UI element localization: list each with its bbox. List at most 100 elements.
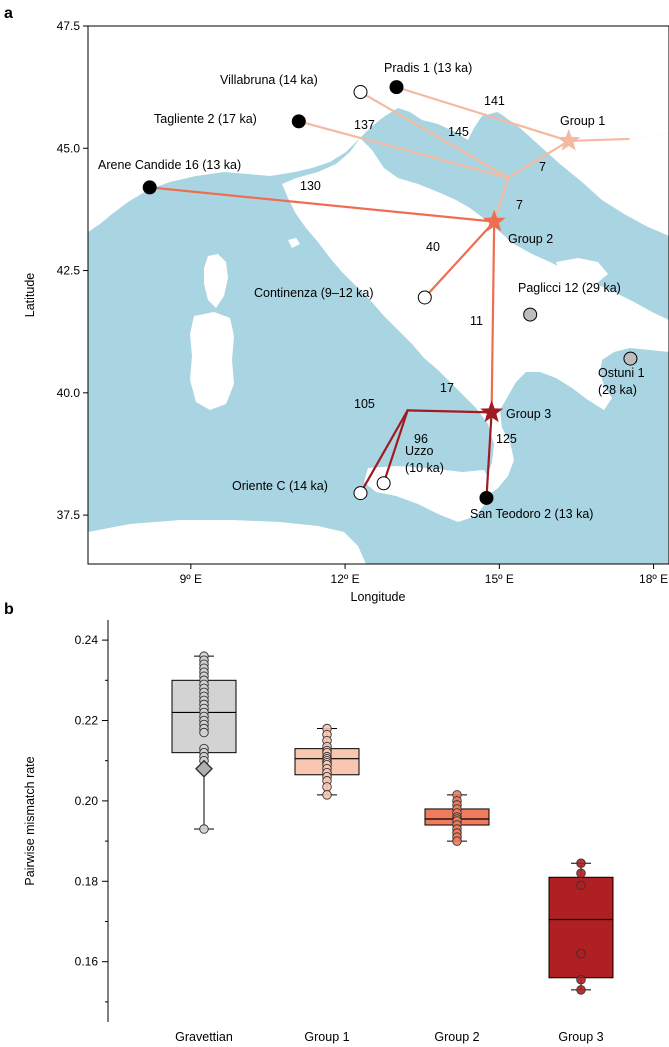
land-balkans — [498, 112, 669, 236]
site-labels: Pradis 1 (13 ka) Villabruna (14 ka) Tagl… — [98, 61, 645, 521]
branch-line — [423, 220, 496, 299]
group-labels: Group 1 Group 2 Group 3 — [506, 114, 605, 421]
box-plot-axes: 0.16 0.18 0.20 0.22 0.24 — [75, 620, 109, 1022]
site-label-villabruna: Villabruna (14 ka) — [220, 73, 318, 87]
branch-label: 7 — [516, 198, 523, 212]
group-label-3: Group 3 — [506, 407, 551, 421]
data-point — [199, 824, 209, 834]
data-point — [576, 948, 586, 959]
branch-label: 141 — [484, 94, 505, 108]
land-north — [88, 26, 669, 232]
branch-line — [382, 409, 409, 485]
site-label-uzzo: Uzzo — [405, 444, 434, 458]
panel-b-letter: b — [4, 601, 14, 618]
map-axes: 9º E 12º E 15º E 18º E 37.5 40.0 42.5 45.0 47.5 — [57, 19, 668, 586]
land-elba — [288, 238, 300, 248]
branch-label: 11 — [470, 314, 483, 328]
map — [88, 26, 669, 564]
category-label: Gravettian — [175, 1030, 233, 1044]
branch-line — [485, 411, 493, 500]
branch-line — [490, 220, 496, 414]
data-point — [576, 975, 586, 985]
map-frame — [87, 25, 669, 565]
site-marker — [389, 80, 404, 95]
branch-line — [148, 186, 496, 223]
group-star — [482, 209, 506, 232]
site-label-oriente: Oriente C (14 ka) — [232, 479, 328, 493]
y-tick-label: 40.0 — [57, 386, 81, 400]
branch-line — [297, 120, 510, 179]
site-label-uzzo-age: (10 ka) — [405, 461, 444, 475]
y-tick-label: 0.18 — [75, 874, 99, 888]
site-marker — [376, 476, 391, 491]
x-tick-label: 15º E — [485, 572, 514, 586]
branch-label: 17 — [440, 381, 454, 395]
site-label-ostuni: Ostuni 1 — [598, 366, 645, 380]
group-star — [480, 400, 504, 423]
box-group-3: Group 3 — [548, 858, 614, 1044]
box-y-axis-label: Pairwise mismatch rate — [23, 756, 37, 885]
box-group-2: Group 2 — [424, 790, 490, 1044]
x-tick-label: 12º E — [331, 572, 360, 586]
box-plot: Gravettian Group 1 Group 2 Group 3 — [171, 651, 614, 1044]
group-label-2: Group 2 — [508, 232, 553, 246]
box-iqr — [548, 876, 614, 979]
branch-labels: 141 137 145 7 130 7 40 11 17 105 96 125 — [300, 94, 546, 446]
x-tick-label: 9º E — [180, 572, 202, 586]
y-tick-label: 47.5 — [57, 19, 81, 33]
category-label: Group 3 — [558, 1030, 603, 1044]
branch-line — [493, 176, 510, 223]
data-point — [576, 858, 586, 868]
site-marker — [353, 486, 368, 501]
category-label: Group 1 — [304, 1030, 349, 1044]
y-tick-label: 42.5 — [57, 264, 81, 278]
data-point — [576, 880, 586, 891]
data-point — [576, 985, 586, 995]
y-tick-label: 37.5 — [57, 508, 81, 522]
group-label-1: Group 1 — [560, 114, 605, 128]
branch-line — [359, 90, 510, 179]
land-sicily — [364, 466, 492, 522]
data-point — [322, 790, 332, 800]
site-label-paglicci: Paglicci 12 (29 ka) — [518, 281, 621, 295]
branch-label: 96 — [414, 432, 428, 446]
diamond-marker — [195, 759, 213, 778]
phylogeny-branches — [148, 86, 630, 500]
landmasses — [88, 26, 669, 564]
branch-label: 130 — [300, 179, 321, 193]
group-stars — [480, 128, 581, 423]
land-italy — [282, 138, 669, 494]
branch-label: 145 — [448, 125, 469, 139]
branch-line — [359, 409, 409, 495]
data-point — [452, 836, 462, 846]
site-label-ostuni-age: (28 ka) — [598, 383, 637, 397]
branch-label: 125 — [496, 432, 517, 446]
land-gargano — [556, 258, 608, 284]
site-label-pradis: Pradis 1 (13 ka) — [384, 61, 472, 75]
site-label-tagliente: Tagliente 2 (17 ka) — [154, 112, 257, 126]
site-label-arene-candide: Arene Candide 16 (13 ka) — [98, 158, 241, 172]
site-marker — [623, 351, 638, 366]
site-marker — [479, 490, 494, 505]
site-marker — [523, 307, 538, 322]
map-y-axis-label: Latitude — [23, 273, 37, 318]
branch-label: 7 — [539, 160, 546, 174]
map-x-axis-label: Longitude — [351, 590, 406, 604]
branch-label: 105 — [354, 397, 375, 411]
site-marker — [142, 180, 157, 195]
site-marker — [417, 290, 432, 305]
site-marker — [353, 85, 368, 100]
land-africa — [88, 520, 366, 564]
y-tick-label: 0.16 — [75, 955, 99, 969]
group-star — [557, 128, 581, 151]
category-label: Group 2 — [434, 1030, 479, 1044]
land-corsica — [204, 254, 228, 308]
panel-a-letter: a — [4, 5, 13, 22]
x-tick-label: 18º E — [639, 572, 668, 586]
site-markers — [142, 80, 638, 505]
data-point — [199, 727, 209, 738]
box-gravettian: Gravettian — [171, 651, 237, 1044]
y-tick-label: 0.22 — [75, 714, 99, 728]
box-group-1: Group 1 — [294, 723, 360, 1044]
